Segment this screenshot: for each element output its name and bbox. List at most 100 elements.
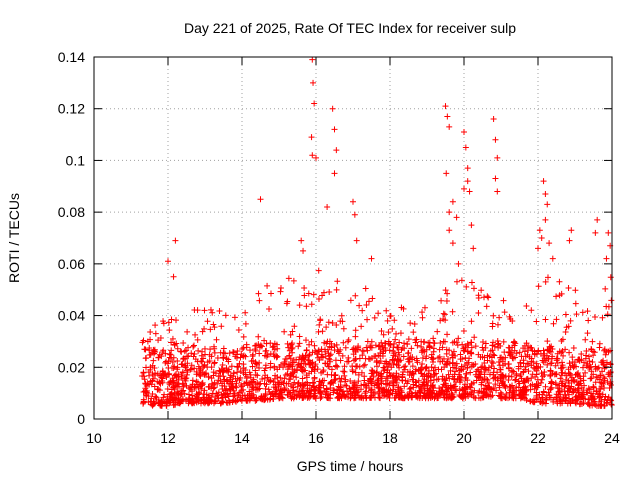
data-point (592, 314, 599, 321)
data-point (333, 321, 340, 328)
data-point (547, 344, 554, 351)
data-point (605, 229, 612, 236)
data-point (214, 380, 221, 387)
data-point (240, 333, 247, 340)
data-point (453, 278, 460, 285)
data-point (573, 311, 580, 318)
data-point (218, 323, 225, 330)
data-point (299, 375, 306, 382)
data-point (177, 399, 184, 406)
data-point (319, 328, 326, 335)
data-point (312, 363, 319, 370)
data-point (237, 354, 244, 361)
data-point (552, 380, 559, 387)
data-point (404, 340, 411, 347)
data-point (580, 364, 587, 371)
y-tick-label: 0.04 (58, 308, 85, 324)
data-point (608, 297, 615, 304)
data-point (163, 358, 170, 365)
data-point (494, 188, 501, 195)
data-point (468, 279, 475, 286)
data-point (558, 359, 565, 366)
data-point (604, 311, 611, 318)
data-point (256, 365, 263, 372)
data-point (299, 381, 306, 388)
data-point (270, 395, 277, 402)
data-point (186, 398, 193, 405)
data-point (537, 399, 544, 406)
data-point (395, 384, 402, 391)
data-point (309, 56, 316, 63)
data-point (232, 383, 239, 390)
data-point (371, 314, 378, 321)
data-point (520, 368, 527, 375)
data-point (521, 348, 528, 355)
data-point (554, 359, 561, 366)
y-tick-label: 0.1 (66, 152, 86, 168)
data-point (542, 316, 549, 323)
data-point (263, 340, 270, 347)
data-point (426, 342, 433, 349)
data-point (198, 352, 205, 359)
data-point (443, 374, 450, 381)
y-tick-label: 0.08 (58, 204, 85, 220)
data-point (564, 400, 571, 407)
data-point (399, 373, 406, 380)
data-point (524, 351, 531, 358)
data-point (227, 387, 234, 394)
data-point (549, 370, 556, 377)
data-point (168, 379, 175, 386)
data-point (188, 350, 195, 357)
data-point (432, 370, 439, 377)
data-point (377, 358, 384, 365)
data-point (475, 389, 482, 396)
data-point (598, 359, 605, 366)
data-point (227, 374, 234, 381)
data-point (562, 311, 569, 318)
data-point (231, 314, 238, 321)
data-point (267, 340, 274, 347)
data-point (594, 216, 601, 223)
data-point (465, 393, 472, 400)
data-points (139, 56, 615, 410)
data-point (281, 375, 288, 382)
data-point (174, 364, 181, 371)
data-point (419, 360, 426, 367)
data-point (429, 359, 436, 366)
data-point (203, 396, 210, 403)
data-point (369, 295, 376, 302)
data-point (456, 367, 463, 374)
data-point (440, 338, 447, 345)
data-point (472, 343, 479, 350)
data-point (442, 103, 449, 110)
data-point (415, 367, 422, 374)
data-point (538, 235, 545, 241)
data-point (588, 375, 595, 382)
data-point (240, 352, 247, 359)
data-point (214, 355, 221, 362)
data-point (191, 400, 198, 407)
data-point (347, 297, 354, 304)
data-point (582, 369, 589, 376)
data-point (323, 324, 330, 331)
data-point (140, 337, 147, 344)
data-point (270, 379, 277, 386)
data-point (407, 354, 414, 361)
data-point (375, 352, 382, 359)
data-point (265, 377, 272, 384)
data-point (319, 292, 326, 299)
data-point (505, 344, 512, 351)
data-point (284, 340, 291, 347)
data-point (398, 389, 405, 396)
data-point (580, 395, 587, 402)
data-point (565, 323, 572, 330)
data-point (142, 355, 149, 362)
data-point (490, 375, 497, 382)
data-point (328, 379, 335, 386)
data-point (556, 278, 563, 285)
data-point (374, 381, 381, 388)
data-point (342, 344, 349, 351)
data-point (460, 366, 467, 373)
data-point (511, 338, 518, 345)
data-point (331, 126, 338, 133)
